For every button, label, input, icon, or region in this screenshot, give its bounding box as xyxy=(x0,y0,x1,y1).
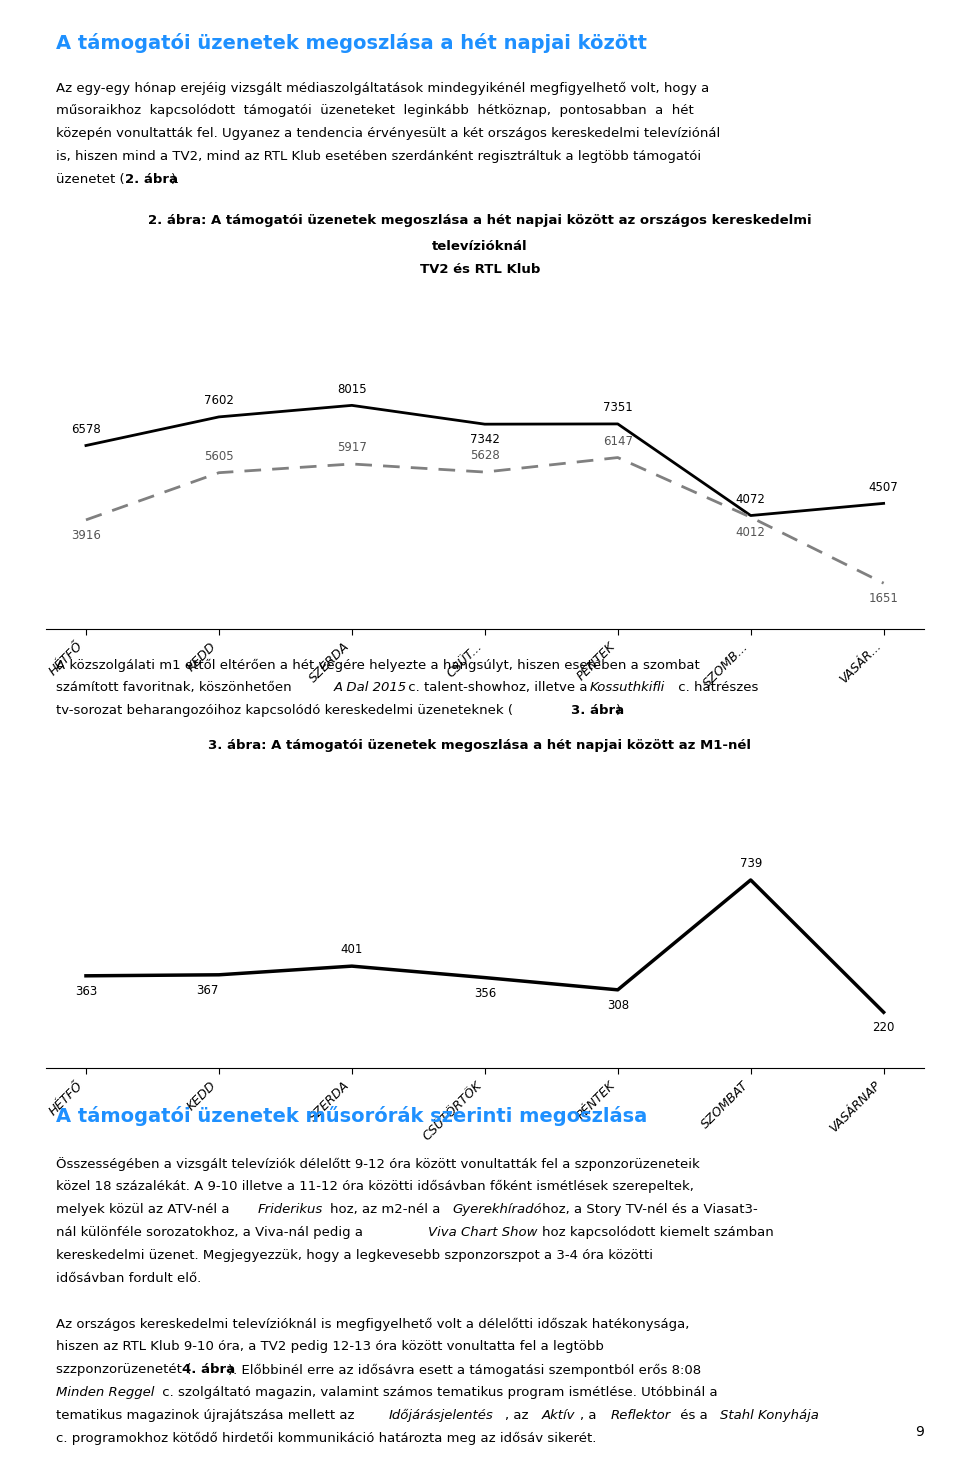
Text: közel 18 százalékát. A 9-10 illetve a 11-12 óra közötti idősávban főként ismétlé: közel 18 százalékát. A 9-10 illetve a 11… xyxy=(56,1180,693,1193)
Text: műsoraikhoz  kapcsolódott  támogatói  üzeneteket  leginkább  hétköznap,  pontosa: műsoraikhoz kapcsolódott támogatói üzene… xyxy=(56,104,693,117)
Text: 308: 308 xyxy=(607,999,629,1012)
Text: és a: és a xyxy=(676,1409,712,1422)
Text: 356: 356 xyxy=(473,987,496,1000)
Text: ).: ). xyxy=(616,704,626,718)
Text: Összességében a vizsgált televíziók délelőtt 9-12 óra között vonultatták fel a s: Összességében a vizsgált televíziók déle… xyxy=(56,1157,700,1171)
Text: c. programokhoz kötődő hirdetői kommunikáció határozta meg az idősáv sikerét.: c. programokhoz kötődő hirdetői kommunik… xyxy=(56,1433,596,1446)
Text: Gyerekhíradó: Gyerekhíradó xyxy=(452,1203,541,1215)
Text: Stahl Konyhája: Stahl Konyhája xyxy=(720,1409,819,1422)
Text: 5628: 5628 xyxy=(470,450,499,462)
Text: 3. ábra: A támogatói üzenetek megoszlása a hét napjai között az M1-nél: 3. ábra: A támogatói üzenetek megoszlása… xyxy=(208,739,752,752)
Text: 2. ábra: 2. ábra xyxy=(125,173,178,186)
Text: 7351: 7351 xyxy=(603,401,633,414)
Text: számított favoritnak, köszönhetően: számított favoritnak, köszönhetően xyxy=(56,681,296,694)
Text: 6147: 6147 xyxy=(603,435,633,448)
Text: Reflektor: Reflektor xyxy=(611,1409,671,1422)
Text: Aktív: Aktív xyxy=(541,1409,575,1422)
Text: 7602: 7602 xyxy=(204,394,234,407)
Text: A támogatói üzenetek megoszlása a hét napjai között: A támogatói üzenetek megoszlása a hét na… xyxy=(56,33,647,53)
Text: 4072: 4072 xyxy=(735,493,766,506)
Text: c. szolgáltató magazin, valamint számos tematikus program ismétlése. Utóbbinál a: c. szolgáltató magazin, valamint számos … xyxy=(158,1387,718,1399)
Text: 363: 363 xyxy=(75,986,97,998)
Text: , a: , a xyxy=(580,1409,601,1422)
Text: 9: 9 xyxy=(915,1425,924,1439)
Text: ).: ). xyxy=(171,173,180,186)
Text: Friderikus: Friderikus xyxy=(257,1203,323,1215)
Text: 401: 401 xyxy=(341,943,363,956)
Text: hiszen az RTL Klub 9-10 óra, a TV2 pedig 12-13 óra között vonultatta fel a legtö: hiszen az RTL Klub 9-10 óra, a TV2 pedig… xyxy=(56,1341,604,1353)
Text: is, hiszen mind a TV2, mind az RTL Klub esetében szerdánként regisztráltuk a leg: is, hiszen mind a TV2, mind az RTL Klub … xyxy=(56,149,701,163)
Text: 2. ábra: A támogatói üzenetek megoszlása a hét napjai között az országos kereske: 2. ábra: A támogatói üzenetek megoszlása… xyxy=(148,215,812,228)
Text: c. hatrészes: c. hatrészes xyxy=(674,681,758,694)
Text: 739: 739 xyxy=(739,857,762,870)
Text: hoz, a Story TV-nél és a Viasat3-: hoz, a Story TV-nél és a Viasat3- xyxy=(542,1203,758,1215)
Text: tv-sorozat beharangozóihoz kapcsolódó kereskedelmi üzeneteknek (: tv-sorozat beharangozóihoz kapcsolódó ke… xyxy=(56,704,513,718)
Text: 367: 367 xyxy=(197,984,219,998)
Text: 220: 220 xyxy=(873,1021,895,1035)
Text: hoz, az m2-nél a: hoz, az m2-nél a xyxy=(330,1203,444,1215)
Text: idősávban fordult elő.: idősávban fordult elő. xyxy=(56,1271,201,1285)
Text: tematikus magazinok újrajátszása mellett az: tematikus magazinok újrajátszása mellett… xyxy=(56,1409,358,1422)
Text: A támogatói üzenetek műsorórák szerinti megoszlása: A támogatói üzenetek műsorórák szerinti … xyxy=(56,1107,647,1126)
Text: Az egy-egy hónap erejéig vizsgált médiaszolgáltatások mindegyikénél megfigyelhet: Az egy-egy hónap erejéig vizsgált médias… xyxy=(56,81,708,95)
Text: 6578: 6578 xyxy=(71,423,101,435)
Text: A közszolgálati m1 ettől eltérően a hét végére helyezte a hangsúlyt, hiszen eset: A közszolgálati m1 ettől eltérően a hét … xyxy=(56,659,700,672)
Text: közepén vonultatták fel. Ugyanez a tendencia érvényesült a két országos keresked: közepén vonultatták fel. Ugyanez a tende… xyxy=(56,127,720,141)
Text: 5605: 5605 xyxy=(204,450,233,463)
Text: 8015: 8015 xyxy=(337,383,367,395)
Text: Kossuthkifli: Kossuthkifli xyxy=(589,681,664,694)
Text: 3916: 3916 xyxy=(71,530,101,542)
Text: szzponzorüzenetét (: szzponzorüzenetét ( xyxy=(56,1363,191,1376)
Text: Az országos kereskedelmi televízióknál is megfigyelhető volt a délelőtti időszak: Az országos kereskedelmi televízióknál i… xyxy=(56,1317,689,1331)
Text: nál különféle sorozatokhoz, a Viva-nál pedig a: nál különféle sorozatokhoz, a Viva-nál p… xyxy=(56,1225,367,1239)
Text: üzenetet (: üzenetet ( xyxy=(56,173,124,186)
Text: 4. ábra: 4. ábra xyxy=(182,1363,235,1376)
Text: ). Előbbinél erre az idősávra esett a támogatási szempontból erős 8:08: ). Előbbinél erre az idősávra esett a tá… xyxy=(228,1363,701,1376)
Text: 4507: 4507 xyxy=(869,481,899,494)
Text: Időjárásjelentés: Időjárásjelentés xyxy=(389,1409,493,1422)
Text: 4012: 4012 xyxy=(735,527,766,539)
Text: 1651: 1651 xyxy=(869,592,899,605)
Text: 3. ábra: 3. ábra xyxy=(571,704,624,718)
Text: Viva Chart Show: Viva Chart Show xyxy=(428,1225,538,1239)
Text: , az: , az xyxy=(505,1409,533,1422)
Text: TV2 és RTL Klub: TV2 és RTL Klub xyxy=(420,262,540,275)
Text: 7342: 7342 xyxy=(469,434,500,447)
Text: A Dal 2015: A Dal 2015 xyxy=(334,681,407,694)
Text: kereskedelmi üzenet. Megjegyezzük, hogy a legkevesebb szponzorszpot a 3-4 óra kö: kereskedelmi üzenet. Megjegyezzük, hogy … xyxy=(56,1249,653,1261)
Text: Minden Reggel: Minden Reggel xyxy=(56,1387,154,1399)
Text: melyek közül az ATV-nél a: melyek közül az ATV-nél a xyxy=(56,1203,233,1215)
Text: hoz kapcsolódott kiemelt számban: hoz kapcsolódott kiemelt számban xyxy=(542,1225,774,1239)
Text: televízióknál: televízióknál xyxy=(432,240,528,253)
Text: c. talent-showhoz, illetve a: c. talent-showhoz, illetve a xyxy=(404,681,592,694)
Text: 5917: 5917 xyxy=(337,441,367,454)
